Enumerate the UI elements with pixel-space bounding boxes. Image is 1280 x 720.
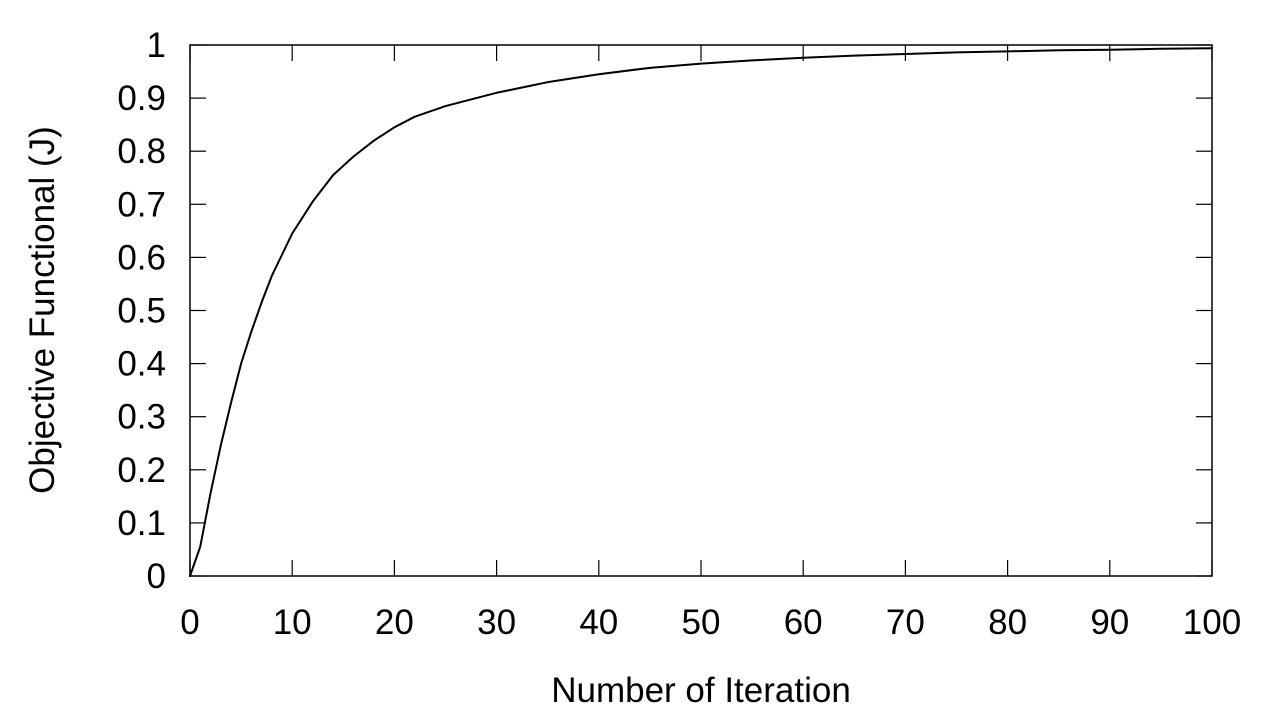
series-layer [189,47,1213,577]
y-tick-label: 0.2 [117,451,166,490]
y-tick-label: 0.1 [117,504,166,543]
x-tick-label: 30 [477,603,516,642]
x-tick-label: 90 [1090,603,1129,642]
x-tick-label: 50 [682,603,721,642]
y-tick-label: 0.9 [117,79,166,118]
x-axis-tick-labels: 0 10 20 30 40 50 60 70 80 90 100 [180,603,1241,642]
y-axis-ticks [190,44,1212,577]
x-axis-label: Number of Iteration [551,671,851,710]
y-tick-label: 0 [147,557,166,596]
y-tick-label: 1 [147,26,166,65]
y-tick-label: 0.6 [117,238,166,277]
y-tick-label: 0.8 [117,132,166,171]
y-tick-label: 0.5 [117,292,166,331]
x-tick-label: 100 [1183,603,1241,642]
x-tick-label: 20 [375,603,414,642]
y-tick-label: 0.7 [117,185,166,224]
x-axis-ticks [189,45,1213,576]
y-axis-label: Objective Functional (J) [23,126,62,494]
series-line [189,47,1213,577]
y-tick-label: 0.3 [117,398,166,437]
y-tick-label: 0.4 [117,345,166,384]
plot-frame [189,44,1213,577]
y-axis-tick-labels: 0 0.1 0.2 0.3 0.4 0.5 0.6 0.7 0.8 0.9 1 [117,26,166,596]
x-tick-label: 70 [886,603,925,642]
x-tick-label: 40 [579,603,618,642]
x-tick-label: 60 [784,603,823,642]
x-tick-label: 10 [273,603,312,642]
x-tick-label: 80 [988,603,1027,642]
x-tick-label: 0 [180,603,199,642]
